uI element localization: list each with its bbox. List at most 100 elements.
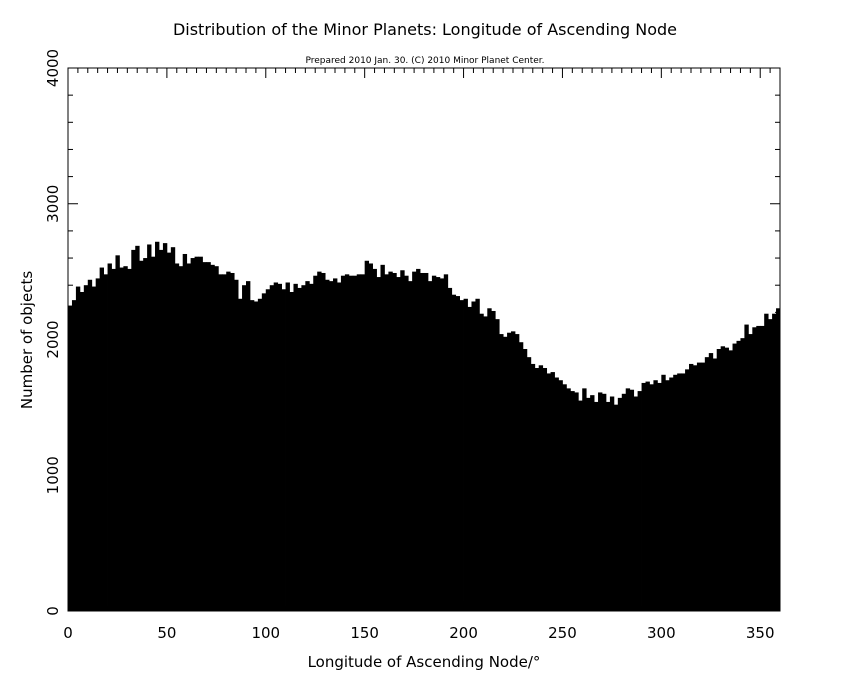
histogram-bar (752, 327, 757, 611)
histogram-bar (764, 313, 769, 611)
histogram-bar (712, 358, 718, 611)
histogram-bar (435, 277, 441, 611)
histogram-bar (602, 393, 607, 611)
histogram-bar (657, 382, 662, 611)
histogram-bar (313, 275, 318, 611)
histogram-bar (637, 391, 642, 611)
histogram-bar (673, 374, 678, 611)
chart-subtitle: Prepared 2010 Jan. 30. (C) 2010 Minor Pl… (305, 56, 544, 66)
histogram-bar (700, 362, 706, 611)
histogram-bar (522, 349, 528, 611)
histogram-bar (305, 281, 310, 611)
histogram-bar (348, 275, 354, 611)
histogram-bar (281, 289, 286, 611)
histogram-bar (621, 393, 627, 611)
histogram-bar (760, 325, 765, 611)
histogram-bar (661, 374, 666, 611)
histogram-bar (455, 296, 460, 611)
histogram-bar (135, 245, 140, 611)
histogram-bar (566, 388, 571, 611)
histogram-bar (768, 319, 773, 611)
histogram-bar (412, 271, 417, 612)
histogram-bar (249, 300, 255, 611)
histogram-bar (103, 274, 108, 611)
histogram-bar (503, 336, 508, 611)
histogram-bar (740, 338, 745, 611)
histogram-bar (214, 266, 219, 611)
histogram-bar (261, 293, 267, 611)
histogram-bar (242, 285, 247, 611)
histogram-bar (511, 331, 516, 611)
histogram-bar (732, 343, 737, 611)
histogram-bar (91, 286, 97, 611)
histogram-bar (364, 260, 370, 611)
histogram-bar (253, 301, 259, 611)
histogram-bar (257, 298, 263, 611)
histogram-bar (309, 283, 314, 611)
histogram-bar (617, 397, 623, 611)
bars-layer (68, 241, 781, 612)
histogram-bar (685, 369, 690, 611)
histogram-bar (744, 324, 749, 611)
x-tick-label: 200 (449, 624, 478, 642)
histogram-bar (107, 263, 112, 611)
histogram-bar (388, 271, 393, 612)
histogram-bar (708, 353, 714, 611)
histogram-bar (649, 384, 654, 611)
histogram-bar (289, 291, 294, 611)
histogram-bar (218, 274, 223, 611)
histogram-bar (174, 263, 180, 611)
histogram-bar (246, 281, 251, 611)
histogram-bar (99, 267, 104, 611)
histogram-bar (87, 279, 93, 611)
histogram-bar (427, 281, 433, 611)
histogram-bar (396, 277, 401, 611)
histogram-bar (123, 266, 128, 611)
histogram-bar (463, 298, 468, 611)
x-tick-label: 250 (548, 624, 577, 642)
histogram-bar (293, 283, 298, 611)
histogram-bar (483, 316, 488, 611)
histogram-bar (75, 286, 81, 611)
histogram-bar (487, 308, 492, 611)
histogram-bar (301, 285, 306, 611)
histogram-bar (507, 332, 512, 611)
histogram-bar (629, 389, 635, 611)
histogram-bar (645, 381, 650, 611)
histogram-bar (111, 268, 116, 611)
histogram-bar (83, 285, 89, 611)
histogram-bar (79, 291, 85, 611)
histogram-bar (269, 285, 275, 611)
histogram-bar (689, 363, 694, 611)
histogram-bar (431, 275, 437, 611)
histogram-bar (578, 400, 583, 611)
y-tick-label: 3000 (44, 185, 62, 223)
x-tick-label: 50 (157, 624, 176, 642)
histogram-bar (594, 401, 599, 611)
histogram-bar (404, 275, 409, 611)
histogram-bar (471, 301, 476, 611)
x-tick-label: 300 (647, 624, 676, 642)
histogram-bar (265, 289, 271, 611)
histogram-bar (360, 274, 366, 611)
histogram-bar (166, 252, 172, 611)
histogram-bar (376, 277, 381, 611)
histogram-bar (538, 365, 544, 611)
histogram-bar (317, 271, 322, 612)
histogram-bar (297, 287, 302, 611)
histogram-bar (570, 391, 575, 611)
histogram-bar (352, 275, 358, 611)
histogram-bar (416, 268, 421, 611)
histogram-bar (495, 319, 500, 611)
histogram-bar (720, 346, 726, 611)
histogram-bar (641, 382, 646, 611)
histogram-bar (550, 372, 555, 611)
histogram-bar (143, 258, 148, 611)
y-axis-label: Number of objects (18, 271, 36, 409)
tick-labels-layer: 0 50 100 150 200 250 300 350 0 1000 2000 3000 4000 (44, 49, 775, 642)
histogram-bar (147, 244, 152, 611)
histogram-bar (336, 282, 342, 611)
histogram-bar (546, 373, 551, 611)
histogram-bar (728, 350, 733, 611)
histogram-bar (459, 300, 464, 611)
